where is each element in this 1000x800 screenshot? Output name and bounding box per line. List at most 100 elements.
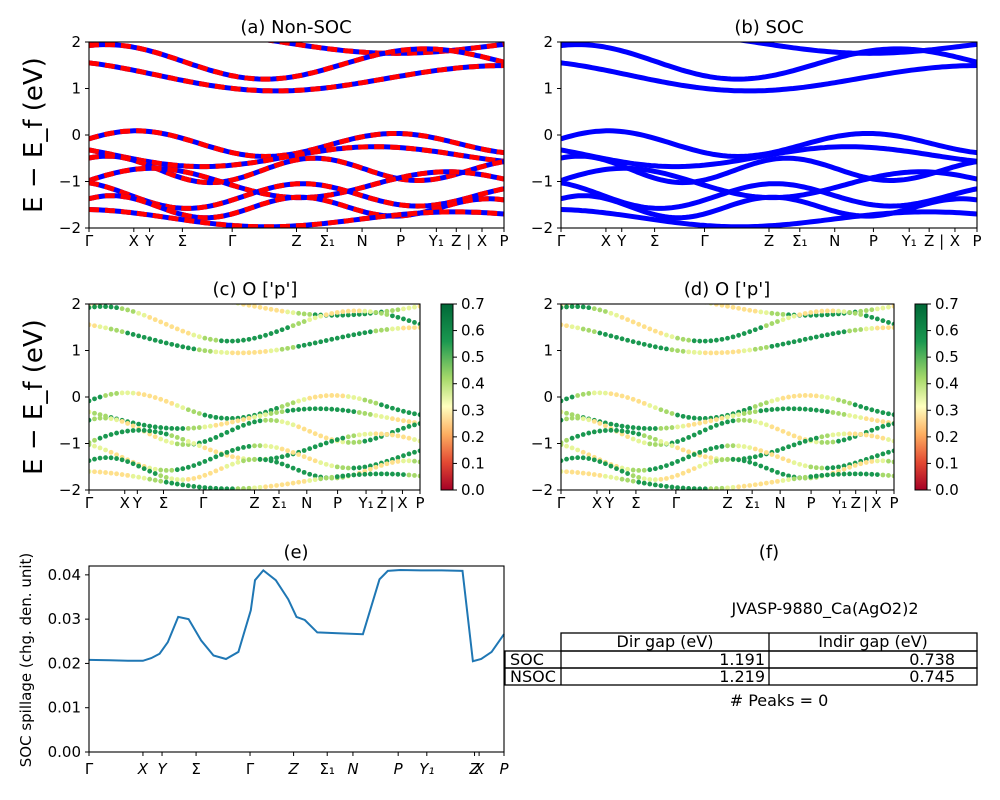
panel-c-band-point xyxy=(274,455,279,461)
panel-c-band-point xyxy=(202,424,208,430)
panel-c-band-point xyxy=(290,323,296,329)
panel-d-band-point xyxy=(780,341,786,347)
panel-c-band-point xyxy=(378,310,384,316)
panel-d-band-point xyxy=(880,424,886,429)
panel-b-band-line xyxy=(561,193,977,221)
panel-c-band-point xyxy=(89,442,92,448)
panel-c-band-point xyxy=(152,466,158,472)
panel-d-band-point xyxy=(869,427,875,433)
panel-d-band-point xyxy=(869,314,875,320)
panel-d-band-point xyxy=(561,398,564,404)
panel-d-band-point xyxy=(597,330,603,336)
panel-d-band-point xyxy=(813,465,819,471)
panel-c-band-point xyxy=(224,449,230,455)
panel-c-band-point xyxy=(307,428,313,434)
panel-d-band-point xyxy=(619,393,625,399)
panel-d-band-point xyxy=(741,306,747,312)
panel-c-band-point xyxy=(119,306,125,312)
panel-d-band-point xyxy=(813,473,819,479)
panel-c-band-point xyxy=(230,454,235,460)
panel-c-band-point xyxy=(340,407,346,413)
panel-d-band-point xyxy=(797,312,803,318)
panel-c-band-point xyxy=(395,407,401,413)
panel-c-band-point xyxy=(356,432,362,438)
panel-c-band-point xyxy=(356,410,362,415)
panel-c-band-point xyxy=(263,457,268,463)
panel-c-band-point xyxy=(174,403,180,408)
panel-d-xtick-label: Γ xyxy=(557,494,566,512)
panel-d-band-point xyxy=(758,463,764,469)
panel-c-band-point xyxy=(147,393,153,399)
panel-c-band-point xyxy=(224,416,230,421)
panel-c-band-point xyxy=(412,320,417,325)
panel-c-band-point xyxy=(89,417,92,423)
panel-c-band-point xyxy=(92,416,97,422)
panel-c-band-point xyxy=(252,419,257,425)
panel-d-band-point xyxy=(675,424,680,430)
panel-d-band-point xyxy=(575,447,581,453)
panel-b-band-line xyxy=(561,207,977,228)
panel-c-band-point xyxy=(307,471,313,477)
panel-d-band-point xyxy=(786,340,791,346)
panel-d-band-point xyxy=(775,342,780,348)
panel-d-band-point xyxy=(680,447,686,453)
panel-d-band-point xyxy=(675,348,680,354)
panel-c-band-point xyxy=(103,470,108,475)
panel-d-band-point xyxy=(697,350,703,356)
panel-c-band-point xyxy=(285,402,290,408)
panel-d-band-point xyxy=(780,428,786,434)
panel-d-band-point xyxy=(697,449,703,455)
panel-c-band-point xyxy=(196,484,202,490)
panel-d-band-point xyxy=(886,437,891,442)
panel-c-band-point xyxy=(296,424,302,430)
panel-c-band-point xyxy=(114,327,119,333)
panel-d-band-point xyxy=(847,309,852,315)
panel-c-band-point xyxy=(340,465,346,471)
panel-c-band-point xyxy=(329,406,335,412)
panel-d-band-point xyxy=(564,410,569,416)
panel-d-band-point xyxy=(869,417,875,423)
panel-c-band-point xyxy=(406,419,412,425)
panel-d-band-point xyxy=(664,409,669,415)
panel-c-band-point xyxy=(163,479,169,485)
panel-d-band-point xyxy=(702,486,708,490)
panel-d-band-point xyxy=(591,472,597,477)
panel-c-band-point xyxy=(141,334,147,340)
panel-d-band-point xyxy=(597,421,603,426)
panel-c-band-point xyxy=(130,423,136,429)
panel-c-band-point xyxy=(384,431,390,437)
panel-d-band-point xyxy=(741,483,747,489)
panel-c-band-point xyxy=(125,459,131,465)
panel-d-band-point xyxy=(830,396,836,402)
panel-c-band-point xyxy=(373,464,379,470)
panel-d-band-point xyxy=(708,304,714,306)
panel-c-band-point xyxy=(345,308,351,314)
panel-d-band-point xyxy=(669,484,675,490)
panel-d-band-point xyxy=(725,443,730,449)
panel-c-band-point xyxy=(263,305,268,311)
panel-d-band-point xyxy=(869,455,875,460)
panel-c-band-point xyxy=(356,396,362,402)
panel-c-band-point xyxy=(163,438,169,444)
panel-e-ytick-label: 0.03 xyxy=(48,610,81,628)
panel-c-band-point xyxy=(246,304,252,308)
panel-c-band-point xyxy=(274,329,279,335)
panel-d-band-point xyxy=(575,470,581,475)
panel-d-colorbar-gradient xyxy=(914,303,928,491)
panel-c-band-point xyxy=(108,326,114,332)
panel-c-band-point xyxy=(92,469,97,475)
panel-d-band-point xyxy=(736,484,741,490)
panel-c-band-point xyxy=(384,327,390,332)
panel-b-band-line xyxy=(561,60,977,94)
panel-d-band-point xyxy=(603,473,608,479)
panel-a-xtick-label: P xyxy=(499,232,508,250)
panel-d-band-point xyxy=(819,312,825,318)
panel-c-band-point xyxy=(185,464,191,470)
panel-c-band-point xyxy=(219,452,224,457)
table-row-nsoc-dir: 1.219 xyxy=(719,667,765,686)
panel-c-band-point xyxy=(307,395,313,401)
panel-d-band-point xyxy=(714,417,719,422)
panel-d-band-point xyxy=(625,424,630,430)
panel-a-xtick-label: Z xyxy=(291,232,301,250)
panel-c-band-point xyxy=(141,392,147,398)
